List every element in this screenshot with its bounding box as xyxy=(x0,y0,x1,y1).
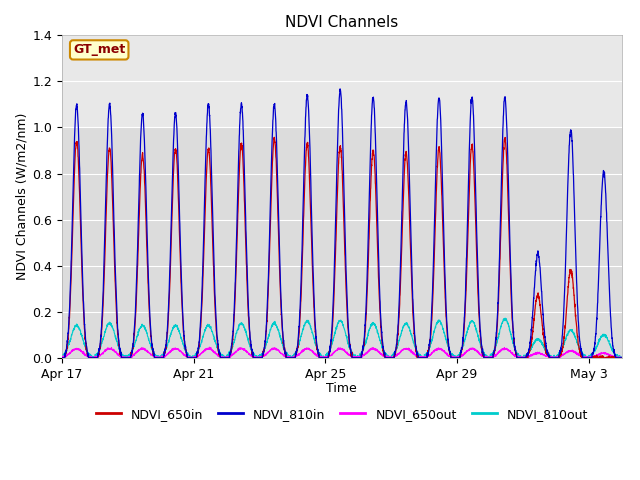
Bar xyxy=(62,36,621,128)
Legend: NDVI_650in, NDVI_810in, NDVI_650out, NDVI_810out: NDVI_650in, NDVI_810in, NDVI_650out, NDV… xyxy=(91,403,593,426)
Title: NDVI Channels: NDVI Channels xyxy=(285,15,399,30)
X-axis label: Time: Time xyxy=(326,382,357,395)
Y-axis label: NDVI Channels (W/m2/nm): NDVI Channels (W/m2/nm) xyxy=(15,113,28,280)
Text: GT_met: GT_met xyxy=(73,43,125,56)
